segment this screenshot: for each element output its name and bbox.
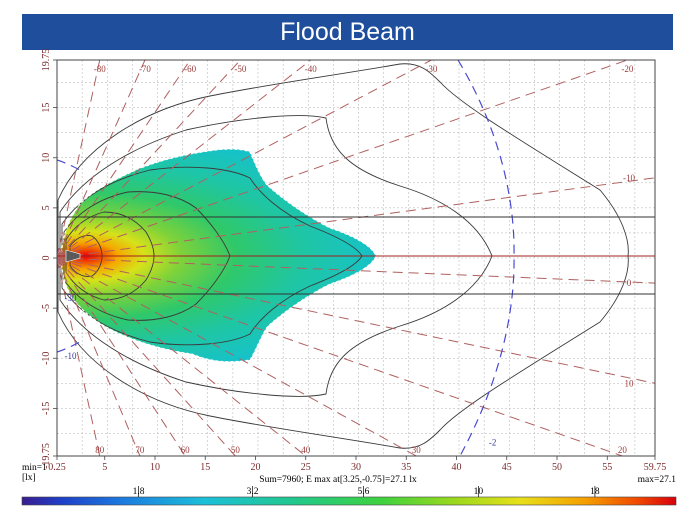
angle-ray xyxy=(57,257,623,456)
angle-ray xyxy=(57,257,236,456)
angle-label-right: -10 xyxy=(623,173,635,183)
x-tick-label: 15 xyxy=(200,462,210,473)
unit-label: [lx] xyxy=(22,473,36,483)
angle-ray xyxy=(57,257,655,284)
angle-label-bottom: 40 xyxy=(301,445,311,455)
angle-ray xyxy=(57,60,312,259)
colorbar-tick-label: 10 xyxy=(474,487,484,497)
y-tick-label: 10 xyxy=(41,153,52,163)
angle-label-top: -40 xyxy=(305,64,317,74)
angle-label-top: -20 xyxy=(621,64,633,74)
beam-lines xyxy=(57,216,655,295)
y-tick-label: -15 xyxy=(41,402,52,415)
y-tick-label: 19.75 xyxy=(41,49,52,72)
chart-title: Flood Beam xyxy=(22,14,673,50)
x-tick-label: 50 xyxy=(552,462,562,473)
angle-ray xyxy=(57,60,432,259)
x-tick-label: 5 xyxy=(102,462,107,473)
angle-ray xyxy=(57,257,141,456)
angle-labels: -80 -70 -60 -50 -40 -30 -20 80 70 60 50 40 30 20 -10 0 1… xyxy=(65,64,636,455)
angle-ray xyxy=(57,60,241,259)
dashed-circle-label: -30 xyxy=(65,293,77,303)
x-tick-label: 25 xyxy=(301,462,311,473)
luminaire-marker xyxy=(65,249,81,263)
angle-ray xyxy=(57,60,146,259)
angle-label-top: -50 xyxy=(234,64,246,74)
angle-label-right: 0 xyxy=(627,278,632,288)
angle-ray xyxy=(57,60,191,259)
x-tick-label: 55 xyxy=(602,462,612,473)
angle-label-bottom: 70 xyxy=(135,445,145,455)
x-tick-label: 45 xyxy=(502,462,512,473)
x-axis-ticks: 0.25 5 10 15 20 25 30 35 40 45 50 55 59.75 xyxy=(48,456,666,473)
colorbar-tick-label: 18 xyxy=(590,487,600,497)
angle-label-top: -80 xyxy=(94,64,106,74)
y-tick-label: -10 xyxy=(41,352,52,365)
x-tick-label: 30 xyxy=(351,462,361,473)
angle-label-top: -70 xyxy=(139,64,151,74)
angle-ray xyxy=(57,257,186,456)
y-tick-label: 0 xyxy=(41,256,52,261)
colorbar-tick-label: 5.6 xyxy=(358,487,370,497)
angle-label-bottom: 50 xyxy=(231,445,241,455)
x-tick-label: 20 xyxy=(250,462,260,473)
y-axis-ticks: 19.75 15 10 5 0 -5 -10 -15 -19.75 xyxy=(41,49,57,469)
angle-ray xyxy=(57,257,655,384)
dashed-circle-label: -2 xyxy=(489,437,497,447)
stats-label: Sum=7960; E max at[3.25,-0.75]=27.1 lx xyxy=(259,475,417,485)
angle-ray xyxy=(57,177,655,259)
dashed-circle-inner xyxy=(57,159,81,171)
y-tick-label: 15 xyxy=(41,103,52,113)
angle-label-top: -30 xyxy=(425,64,437,74)
y-tick-label: -5 xyxy=(41,304,52,312)
colorbar xyxy=(21,496,677,506)
angle-ray xyxy=(57,60,628,259)
angle-label-right: 10 xyxy=(625,378,635,388)
angle-label-bottom: 80 xyxy=(95,445,105,455)
x-tick-label: 0.25 xyxy=(48,462,66,473)
angle-label-top: -60 xyxy=(184,64,196,74)
x-tick-label: 59.75 xyxy=(644,462,667,473)
max-label: max=27.1 xyxy=(638,475,677,485)
x-tick-label: 40 xyxy=(452,462,462,473)
angle-ray xyxy=(57,60,101,259)
x-tick-label: 10 xyxy=(150,462,160,473)
angle-label-bottom: 60 xyxy=(181,445,191,455)
angle-ray xyxy=(57,257,101,456)
y-tick-label: 5 xyxy=(41,205,52,210)
angle-rays xyxy=(57,60,655,456)
dashed-circle-inner-lower xyxy=(57,341,81,353)
x-tick-label: 35 xyxy=(401,462,411,473)
dashed-circles xyxy=(57,60,515,456)
colorbar-tick-label: 3.2 xyxy=(247,487,259,497)
min-label: min=1 xyxy=(22,463,47,473)
illuminance-fill xyxy=(61,149,376,362)
angle-label-bottom: 20 xyxy=(618,445,628,455)
colorbar-tick-label: 1.8 xyxy=(133,487,145,497)
angle-label-bottom: 30 xyxy=(412,445,422,455)
colorbar-ticks: 1.8 3.2 5.6 10 18 xyxy=(133,486,600,497)
dashed-circle-label: -10 xyxy=(65,351,77,361)
y-tick-label: -19.75 xyxy=(41,443,52,469)
angle-ray xyxy=(57,257,417,456)
angle-ray xyxy=(57,257,307,456)
